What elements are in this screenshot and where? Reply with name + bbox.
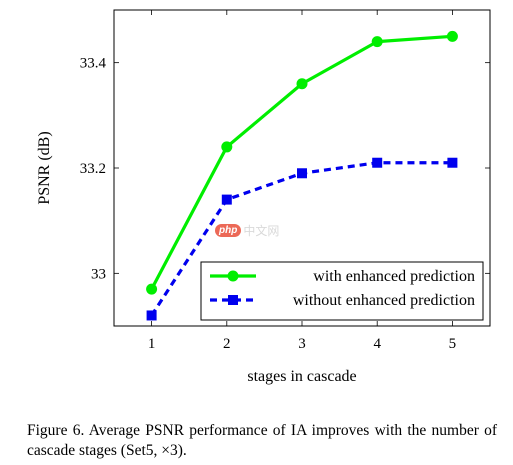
psnr-line-chart: 1 2 3 4 5 33 33.2 33.4 with enhanced prediction… [36, 9, 491, 385]
data-point [296, 78, 308, 90]
x-tick-label: 1 [148, 336, 156, 352]
data-point [146, 283, 158, 295]
data-point [372, 157, 383, 168]
figure-caption: Figure 6. Average PSNR performance of IA… [27, 422, 497, 459]
y-axis-label: PSNR (dB) [36, 131, 53, 204]
y-tick-label: 33.4 [80, 56, 107, 72]
series-line [150, 34, 453, 290]
x-tick-label: 5 [449, 336, 457, 352]
legend-label: with enhanced prediction [313, 268, 475, 285]
legend-marker [228, 295, 238, 305]
series-layer [146, 30, 458, 321]
data-point [447, 157, 458, 168]
legend-label: without enhanced prediction [293, 292, 475, 309]
data-point [146, 310, 157, 321]
data-point [221, 141, 233, 153]
y-tick-label: 33 [91, 266, 106, 282]
legend: with enhanced prediction without enhanced… [200, 261, 484, 321]
data-point [371, 36, 383, 48]
axis-ticks: 1 2 3 4 5 33 33.2 33.4 [80, 10, 490, 352]
series-1 [146, 30, 458, 295]
data-point [297, 168, 307, 179]
x-tick-label: 4 [373, 336, 381, 352]
x-axis-label: stages in cascade [247, 368, 356, 385]
y-tick-label: 33.2 [80, 161, 106, 177]
watermark-badge: php [215, 224, 242, 237]
watermark-logo: php 中文网 [215, 222, 279, 239]
series-2 [146, 157, 458, 321]
watermark-text: 中文网 [243, 224, 280, 238]
legend-box [200, 261, 484, 321]
data-point [446, 30, 458, 42]
data-point [221, 194, 232, 205]
x-tick-label: 2 [223, 336, 231, 352]
x-tick-label: 3 [298, 336, 306, 352]
legend-marker [227, 270, 239, 282]
